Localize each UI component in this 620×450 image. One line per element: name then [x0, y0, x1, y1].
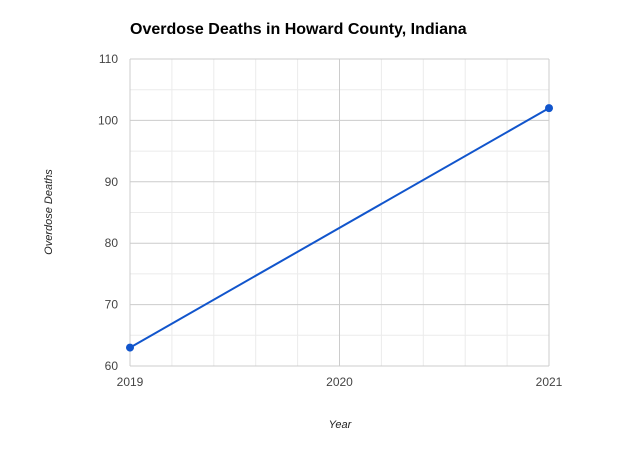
x-axis-title: Year	[329, 419, 353, 431]
y-tick-label: 100	[98, 113, 118, 127]
y-tick-label: 80	[105, 236, 119, 250]
y-axis-title: Overdose Deaths	[43, 169, 55, 255]
x-tick-label: 2021	[536, 375, 563, 389]
data-point[interactable]	[126, 343, 134, 352]
chart-title: Overdose Deaths in Howard County, Indian…	[130, 21, 467, 38]
series-layer	[126, 104, 553, 352]
series-line	[129, 107, 550, 349]
x-tick-label: 2020	[326, 375, 353, 389]
y-tick-label: 60	[105, 359, 119, 373]
y-tick-label: 90	[105, 175, 119, 189]
y-tick-label: 70	[105, 298, 119, 312]
grid	[129, 58, 550, 367]
x-tick-label: 2019	[117, 375, 144, 389]
data-point[interactable]	[545, 104, 553, 113]
tick-labels: 60 70 80 90 100 110 2019 2020 2021	[98, 52, 563, 389]
y-tick-label: 110	[99, 52, 118, 66]
